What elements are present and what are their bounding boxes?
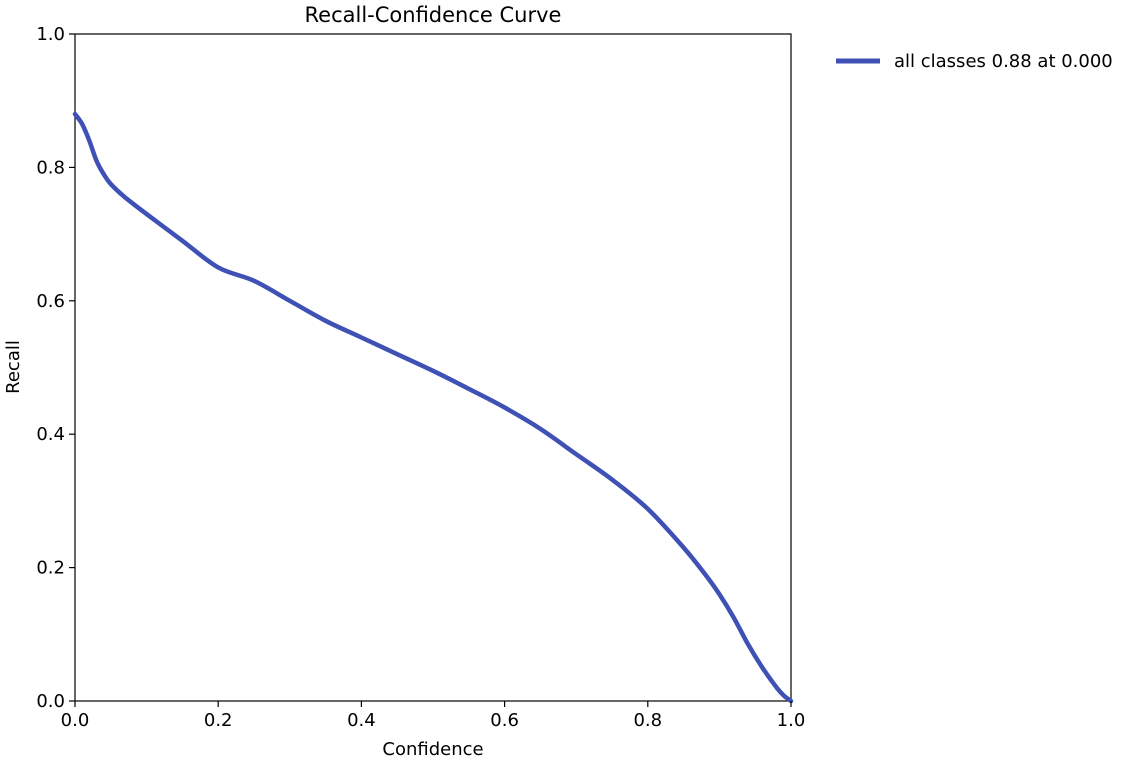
x-axis-label: Confidence [382, 739, 483, 760]
y-tick-label: 1.0 [36, 24, 65, 45]
y-tick-label: 0.6 [36, 291, 65, 312]
y-axis-label: Recall [3, 340, 24, 394]
chart-title: Recall-Confidence Curve [305, 3, 562, 27]
plot-frame [74, 33, 792, 702]
y-axis-ticks: 0.0 0.2 0.4 0.6 0.8 1.0 [36, 24, 75, 712]
x-tick-label: 0.6 [490, 710, 519, 731]
legend: all classes 0.88 at 0.000 [836, 51, 1113, 72]
x-tick-label: 0.8 [633, 710, 662, 731]
series-line-all-classes [72, 111, 794, 704]
y-tick-label: 0.4 [36, 424, 65, 445]
x-tick-label: 0.4 [347, 710, 376, 731]
y-tick-label: 0.0 [36, 691, 65, 712]
plot-area [72, 33, 794, 704]
y-tick-label: 0.8 [36, 157, 65, 178]
x-tick-label: 1.0 [777, 710, 806, 731]
legend-label-all-classes: all classes 0.88 at 0.000 [894, 51, 1113, 72]
x-tick-label: 0.0 [61, 710, 90, 731]
curve-layer [72, 111, 794, 704]
x-axis-ticks: 0.0 0.2 0.4 0.6 0.8 1.0 [61, 701, 806, 731]
x-tick-label: 0.2 [204, 710, 233, 731]
y-tick-label: 0.2 [36, 558, 65, 579]
